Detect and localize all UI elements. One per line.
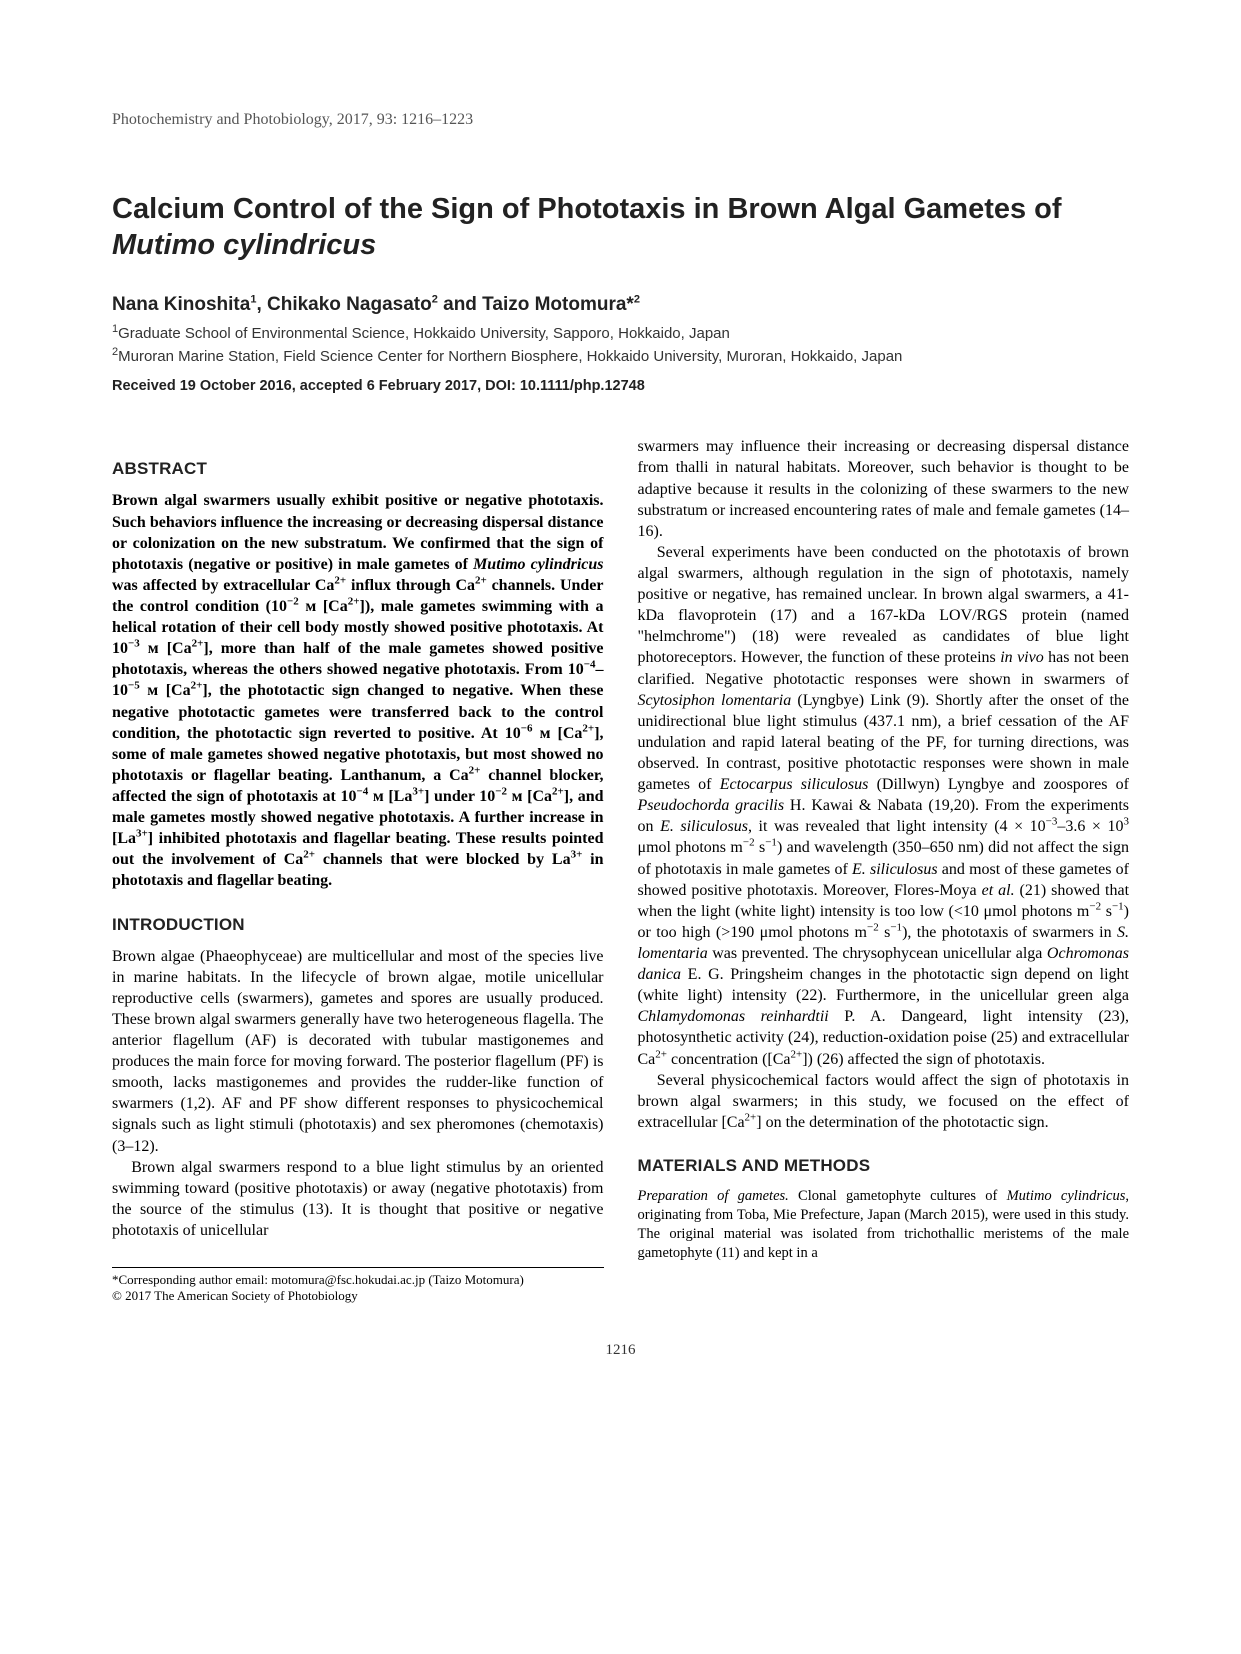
introduction-heading: INTRODUCTION xyxy=(112,914,604,936)
title-line2: Mutimo cylindricus xyxy=(112,229,376,261)
footnote-corresponding: *Corresponding author email: motomura@fs… xyxy=(112,1272,604,1288)
materials-methods-heading: MATERIALS AND METHODS xyxy=(638,1155,1130,1177)
received-line: Received 19 October 2016, accepted 6 Feb… xyxy=(112,377,1129,396)
intro-para-2: Brown algal swarmers respond to a blue l… xyxy=(112,1157,604,1241)
affiliation-2: 2Muroran Marine Station, Field Science C… xyxy=(112,347,1129,367)
footnote-copyright: © 2017 The American Society of Photobiol… xyxy=(112,1288,604,1304)
intro-para-1: Brown algae (Phaeophyceae) are multicell… xyxy=(112,946,604,1157)
article-title: Calcium Control of the Sign of Phototaxi… xyxy=(112,191,1129,264)
affiliation-1: 1Graduate School of Environmental Scienc… xyxy=(112,324,1129,344)
abstract-paragraph: Brown algal swarmers usually exhibit pos… xyxy=(112,490,604,891)
authors: Nana Kinoshita1, Chikako Nagasato2 and T… xyxy=(112,293,1129,318)
journal-header: Photochemistry and Photobiology, 2017, 9… xyxy=(112,110,1129,131)
right-para-2: Several experiments have been conducted … xyxy=(638,542,1130,1070)
title-line1: Calcium Control of the Sign of Phototaxi… xyxy=(112,193,1062,225)
mm-para-1: Preparation of gametes. Clonal gametophy… xyxy=(638,1187,1130,1264)
footnote-block: *Corresponding author email: motomura@fs… xyxy=(112,1267,604,1305)
right-para-3: Several physicochemical factors would af… xyxy=(638,1070,1130,1133)
right-para-1: swarmers may influence their increasing … xyxy=(638,436,1130,542)
left-column: ABSTRACT Brown algal swarmers usually ex… xyxy=(112,436,604,1304)
right-column: swarmers may influence their increasing … xyxy=(638,436,1130,1304)
page-number: 1216 xyxy=(112,1341,1129,1361)
abstract-heading: ABSTRACT xyxy=(112,458,604,480)
two-column-layout: ABSTRACT Brown algal swarmers usually ex… xyxy=(112,436,1129,1304)
